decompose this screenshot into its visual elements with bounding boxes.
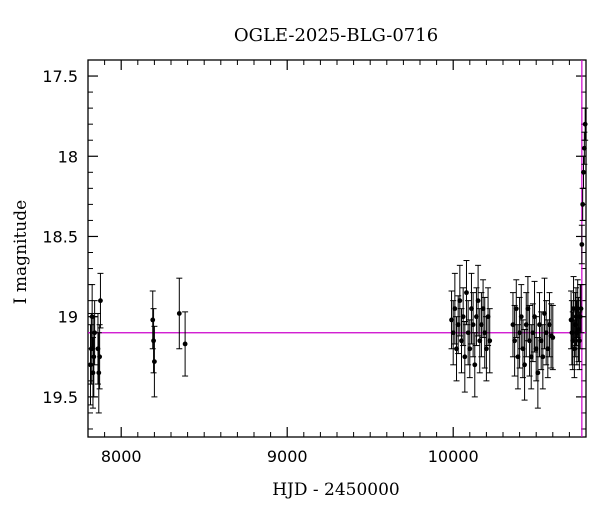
x-tick-label: 9000 — [267, 447, 308, 466]
y-tick-label: 18.5 — [42, 227, 78, 246]
data-point — [540, 354, 546, 360]
data-point — [582, 121, 588, 127]
data-point — [576, 338, 582, 344]
x-axis-label: HJD - 2450000 — [272, 480, 400, 500]
data-point — [90, 370, 96, 376]
data-point — [513, 306, 519, 312]
y-axis-label: I magnitude — [11, 200, 31, 304]
data-point — [512, 338, 518, 344]
data-point — [475, 298, 481, 304]
data-point — [96, 370, 102, 376]
data-point — [151, 338, 156, 344]
data-point — [152, 359, 157, 364]
data-point — [467, 346, 473, 352]
y-tick-label: 17.5 — [42, 67, 78, 86]
chart-title: OGLE-2025-BLG-0716 — [234, 25, 438, 46]
data-point — [462, 354, 468, 360]
data-point — [535, 370, 541, 376]
data-point — [484, 346, 489, 352]
data-point — [571, 346, 577, 352]
data-point — [487, 338, 493, 344]
data-point — [182, 341, 188, 347]
data-point — [581, 169, 586, 175]
data-point — [550, 335, 556, 340]
data-point — [452, 306, 458, 312]
data-point — [176, 311, 182, 316]
data-point — [460, 314, 466, 320]
plot-frame — [87, 59, 587, 438]
data-point — [457, 298, 463, 304]
data-point — [464, 290, 469, 296]
y-tick-label: 18 — [58, 147, 78, 166]
data-point — [470, 322, 476, 328]
data-point — [150, 317, 156, 323]
data-point — [522, 362, 527, 368]
data-point — [579, 242, 585, 247]
data-point — [581, 145, 587, 151]
data-point — [92, 330, 98, 336]
plot-area: 8000 9000 10000 17.5 18 18.5 19 19.5 — [42, 59, 589, 466]
data-point — [472, 362, 478, 368]
data-point — [91, 354, 97, 360]
data-point — [518, 314, 524, 320]
x-tick-label: 10000 — [428, 447, 479, 466]
data-point — [580, 201, 586, 207]
data-point — [578, 306, 584, 312]
data-point — [577, 314, 583, 320]
data-point — [98, 298, 103, 304]
data-point — [97, 354, 103, 360]
x-tick-label: 8000 — [101, 447, 142, 466]
y-tick-label: 19.5 — [42, 388, 78, 407]
y-tick-label: 19 — [58, 308, 78, 327]
